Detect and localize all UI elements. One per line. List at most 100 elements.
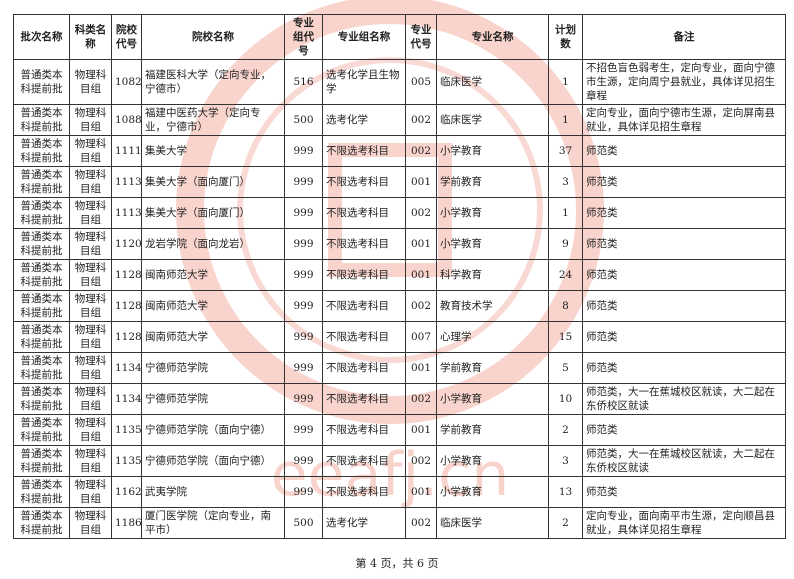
- cell-school-code: 1135: [111, 445, 142, 477]
- table-row: 普通类本科提前批 物理科目组 1120 龙岩学院（面向龙岩） 999 不限选考科目 001 小…: [13, 228, 786, 260]
- cell-school-code: 1135: [111, 414, 142, 446]
- cell-major-name: 学前教育: [436, 166, 549, 198]
- header-category: 科类名称: [69, 14, 112, 60]
- cell-major-code: 001: [405, 166, 437, 198]
- cell-group-code: 516: [284, 59, 323, 105]
- cell-category: 物理科目组: [69, 321, 112, 353]
- cell-batch: 普通类本科提前批: [13, 445, 70, 477]
- cell-group-name: 不限选考科目: [322, 259, 406, 291]
- cell-group-name: 不限选考科目: [322, 445, 406, 477]
- cell-major-name: 临床医学: [436, 507, 549, 539]
- cell-category: 物理科目组: [69, 414, 112, 446]
- cell-group-name: 不限选考科目: [322, 166, 406, 198]
- cell-plan-count: 8: [548, 290, 583, 322]
- cell-group-code: 999: [284, 166, 323, 198]
- cell-batch: 普通类本科提前批: [13, 352, 70, 384]
- cell-group-name: 不限选考科目: [322, 476, 406, 508]
- cell-batch: 普通类本科提前批: [13, 166, 70, 198]
- cell-major-name: 临床医学: [436, 104, 549, 136]
- cell-remarks: 师范类: [582, 476, 786, 508]
- cell-group-code: 999: [284, 197, 323, 229]
- cell-school-name: 宁德师范学院（面向宁德）: [141, 414, 285, 446]
- cell-group-name: 不限选考科目: [322, 352, 406, 384]
- cell-category: 物理科目组: [69, 383, 112, 415]
- cell-remarks: 定向专业，面向南平市生源，定向顺昌县就业，具体详见招生章程: [582, 507, 786, 539]
- table-row: 普通类本科提前批 物理科目组 1111 集美大学 999 不限选考科目 002 小学教育 37 师…: [13, 135, 786, 167]
- cell-major-code: 001: [405, 259, 437, 291]
- cell-category: 物理科目组: [69, 166, 112, 198]
- cell-group-code: 999: [284, 476, 323, 508]
- cell-school-name: 闽南师范大学: [141, 259, 285, 291]
- cell-major-name: 教育技术学: [436, 290, 549, 322]
- cell-school-name: 宁德师范学院: [141, 352, 285, 384]
- header-remarks: 备注: [582, 14, 786, 60]
- cell-remarks: 师范类: [582, 414, 786, 446]
- cell-major-code: 002: [405, 290, 437, 322]
- cell-remarks: 不招色盲色弱考生，定向专业，面向宁德市生源，定向周宁县就业，具体详见招生章程: [582, 59, 786, 105]
- cell-category: 物理科目组: [69, 352, 112, 384]
- cell-major-name: 学前教育: [436, 352, 549, 384]
- cell-plan-count: 10: [548, 383, 583, 415]
- cell-school-name: 闽南师范大学: [141, 290, 285, 322]
- cell-category: 物理科目组: [69, 445, 112, 477]
- cell-plan-count: 3: [548, 445, 583, 477]
- header-major-name: 专业名称: [436, 14, 549, 60]
- cell-category: 物理科目组: [69, 476, 112, 508]
- cell-major-code: 002: [405, 135, 437, 167]
- cell-major-code: 002: [405, 197, 437, 229]
- admission-plan-table: 批次名称 科类名称 院校代号 院校名称 专业组代号 专业组名称 专业代号 专业名称 计划数 备注 …: [13, 14, 786, 539]
- cell-batch: 普通类本科提前批: [13, 59, 70, 105]
- cell-remarks: 师范类: [582, 352, 786, 384]
- cell-major-code: 001: [405, 414, 437, 446]
- table-row: 普通类本科提前批 物理科目组 1128 闽南师范大学 999 不限选考科目 007 心理学 15…: [13, 321, 786, 353]
- cell-batch: 普通类本科提前批: [13, 228, 70, 260]
- cell-school-code: 1120: [111, 228, 142, 260]
- cell-remarks: 师范类: [582, 197, 786, 229]
- cell-school-code: 1128: [111, 321, 142, 353]
- cell-category: 物理科目组: [69, 197, 112, 229]
- page-footer: 第 4 页，共 6 页: [355, 557, 439, 570]
- cell-school-code: 1113: [111, 166, 142, 198]
- cell-batch: 普通类本科提前批: [13, 290, 70, 322]
- cell-batch: 普通类本科提前批: [13, 476, 70, 508]
- cell-plan-count: 1: [548, 104, 583, 136]
- cell-plan-count: 3: [548, 166, 583, 198]
- cell-group-name: 不限选考科目: [322, 135, 406, 167]
- cell-category: 物理科目组: [69, 59, 112, 105]
- cell-school-name: 福建医科大学（定向专业，宁德市）: [141, 59, 285, 105]
- cell-school-code: 1128: [111, 290, 142, 322]
- cell-category: 物理科目组: [69, 290, 112, 322]
- cell-batch: 普通类本科提前批: [13, 135, 70, 167]
- header-batch: 批次名称: [13, 14, 70, 60]
- cell-major-code: 001: [405, 352, 437, 384]
- cell-group-name: 不限选考科目: [322, 321, 406, 353]
- cell-plan-count: 1: [548, 59, 583, 105]
- cell-batch: 普通类本科提前批: [13, 197, 70, 229]
- header-plan-count: 计划数: [548, 14, 583, 60]
- cell-group-code: 999: [284, 290, 323, 322]
- cell-plan-count: 15: [548, 321, 583, 353]
- cell-category: 物理科目组: [69, 228, 112, 260]
- cell-batch: 普通类本科提前批: [13, 507, 70, 539]
- header-major-code: 专业代号: [405, 14, 437, 60]
- cell-batch: 普通类本科提前批: [13, 321, 70, 353]
- cell-major-name: 小学教育: [436, 476, 549, 508]
- cell-major-name: 科学教育: [436, 259, 549, 291]
- cell-group-name: 选考化学: [322, 507, 406, 539]
- cell-major-code: 001: [405, 476, 437, 508]
- table-header: 批次名称 科类名称 院校代号 院校名称 专业组代号 专业组名称 专业代号 专业名称 计划数 备注: [13, 14, 786, 60]
- cell-group-name: 不限选考科目: [322, 414, 406, 446]
- table-row: 普通类本科提前批 物理科目组 1088 福建中医药大学（定向专业，宁德市） 500 选考化…: [13, 104, 786, 136]
- cell-remarks: 师范类: [582, 259, 786, 291]
- cell-group-code: 999: [284, 228, 323, 260]
- cell-group-code: 999: [284, 259, 323, 291]
- cell-remarks: 师范类，大一在蕉城校区就读，大二起在东侨校区就读: [582, 383, 786, 415]
- cell-category: 物理科目组: [69, 259, 112, 291]
- cell-group-code: 999: [284, 414, 323, 446]
- cell-school-code: 1128: [111, 259, 142, 291]
- table-row: 普通类本科提前批 物理科目组 1135 宁德师范学院（面向宁德） 999 不限选考科目 00…: [13, 445, 786, 477]
- cell-school-name: 宁德师范学院（面向宁德）: [141, 445, 285, 477]
- cell-major-name: 小学教育: [436, 383, 549, 415]
- cell-group-code: 999: [284, 383, 323, 415]
- cell-group-name: 不限选考科目: [322, 383, 406, 415]
